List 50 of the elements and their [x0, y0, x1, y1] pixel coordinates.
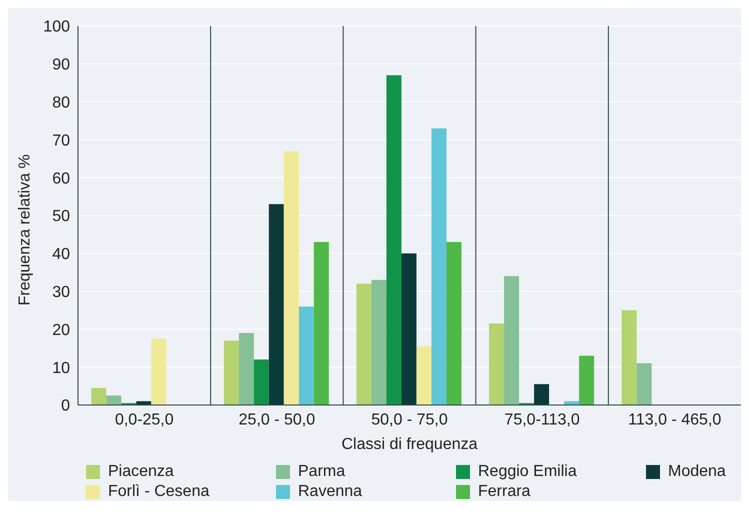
- bar: [238, 332, 254, 405]
- bar: [314, 242, 329, 405]
- y-tick-label: 0: [61, 398, 70, 415]
- legend-label: Ferrara: [478, 483, 530, 501]
- legend-label: Forlì - Cesena: [108, 483, 210, 501]
- bar: [622, 310, 637, 405]
- bar: [284, 151, 299, 405]
- y-tick-label: 40: [52, 246, 70, 264]
- y-tick-label: 10: [52, 360, 70, 377]
- bar: [579, 356, 594, 405]
- bar: [136, 401, 152, 405]
- bar: [431, 128, 446, 405]
- bar: [489, 324, 504, 405]
- x-tick-label: 50,0 - 75,0: [371, 411, 448, 428]
- y-tick-label: 30: [52, 284, 70, 301]
- bar: [254, 360, 269, 405]
- legend-label: Modena: [668, 463, 726, 481]
- x-tick-label: 75,0-113,0: [504, 411, 580, 428]
- bar: [416, 346, 432, 405]
- y-tick-label: 100: [43, 18, 70, 36]
- y-tick-label: 20: [52, 322, 70, 339]
- y-tick-label: 90: [52, 56, 70, 74]
- bar: [401, 253, 416, 405]
- bar: [534, 384, 550, 405]
- bar: [91, 388, 106, 405]
- y-tick-label: 60: [52, 170, 70, 188]
- legend-label: Parma: [298, 463, 346, 481]
- bar: [268, 204, 284, 405]
- y-tick-label: 80: [52, 94, 70, 112]
- bar: [371, 280, 386, 405]
- bar: [386, 75, 402, 405]
- bar: [106, 396, 122, 405]
- x-axis-title: Classi di frequenza: [341, 436, 478, 453]
- y-tick-label: 50: [52, 208, 70, 226]
- bar: [504, 276, 520, 405]
- bar: [224, 340, 239, 405]
- x-tick-label: 0,0-25,0: [114, 411, 174, 428]
- y-tick-label: 70: [52, 132, 70, 150]
- bar: [356, 284, 372, 405]
- x-tick-label: 25,0 - 50,0: [238, 411, 316, 428]
- bar: [636, 363, 652, 405]
- bar: [446, 242, 462, 405]
- bar: [151, 338, 166, 405]
- legend-label: Ravenna: [298, 483, 362, 501]
- legend-label: Reggio Emilia: [478, 463, 577, 481]
- x-tick-label: 113,0 - 465,0: [628, 411, 722, 428]
- bar: [564, 401, 580, 405]
- legend-label: Piacenza: [108, 463, 174, 481]
- y-axis-title: Frequenza relativa %: [16, 154, 34, 306]
- bar: [298, 306, 314, 405]
